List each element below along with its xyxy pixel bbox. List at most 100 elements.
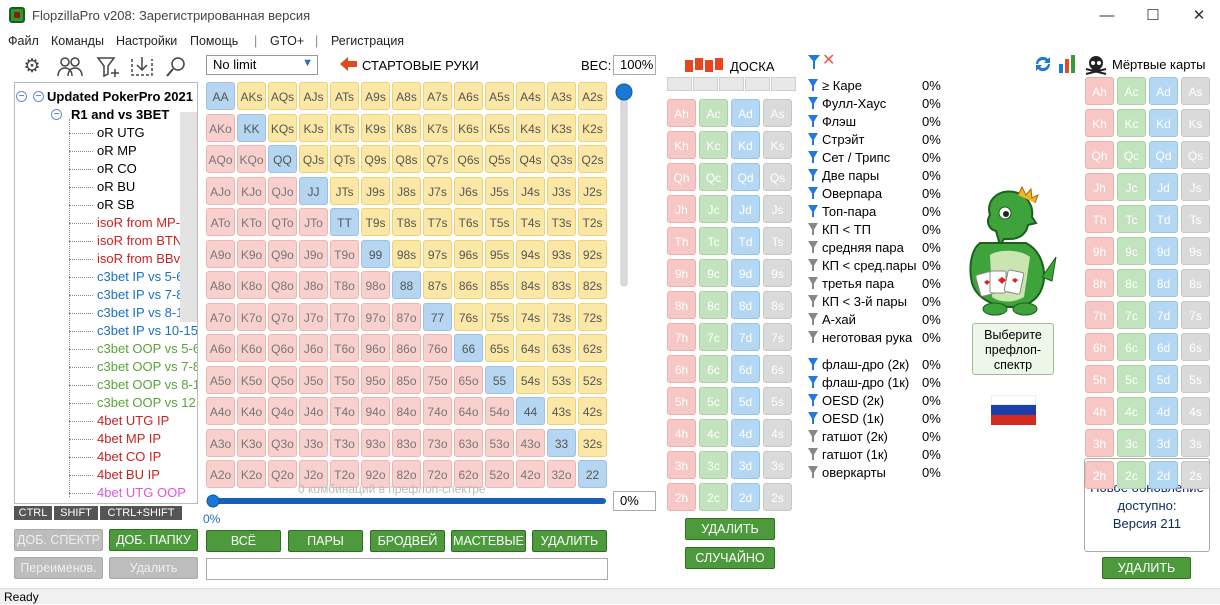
board-card[interactable]: 6d (731, 355, 760, 383)
hand-cell[interactable]: J7s (423, 176, 452, 205)
board-card[interactable]: 2c (699, 483, 728, 511)
hand-cell[interactable]: 72o (423, 460, 452, 488)
menu-commands[interactable]: Команды (51, 34, 104, 48)
hand-cell[interactable]: A4o (206, 397, 235, 425)
hand-cell[interactable]: 33 (547, 428, 576, 457)
hand-cell[interactable]: 74o (423, 397, 452, 425)
hand-cell[interactable]: 52o (485, 460, 514, 488)
tree-branch[interactable]: R1 and vs 3BET (71, 107, 170, 122)
range-text-input[interactable] (206, 558, 608, 580)
board-card[interactable]: Kd (731, 131, 760, 159)
board-card[interactable]: Jd (731, 195, 760, 223)
hand-cell[interactable]: 53o (485, 428, 514, 457)
hand-cell[interactable]: 42o (516, 460, 545, 488)
filter-icon[interactable] (808, 55, 820, 69)
board-card[interactable]: 9d (731, 259, 760, 287)
hand-cell[interactable]: T2s (578, 208, 607, 236)
hand-cell[interactable]: K8s (392, 113, 421, 142)
hand-cell[interactable]: J5s (485, 176, 514, 205)
close-button[interactable]: ✕ (1192, 7, 1206, 24)
hand-category-row[interactable]: флаш-дро (2к) (808, 356, 909, 374)
hand-cell[interactable]: A2s (578, 82, 607, 110)
dead-card[interactable]: 7d (1149, 301, 1178, 329)
board-card[interactable]: 9c (699, 259, 728, 287)
hand-cell[interactable]: 96s (454, 239, 483, 268)
hand-cell[interactable]: 83s (547, 271, 576, 299)
hand-cell[interactable]: T4s (516, 208, 545, 236)
dead-card[interactable]: As (1181, 77, 1210, 105)
hand-cell[interactable]: 93s (547, 239, 576, 268)
dead-card[interactable]: Js (1181, 173, 1210, 201)
hand-cell[interactable]: 82o (392, 460, 421, 488)
hand-cell[interactable]: 65o (454, 365, 483, 394)
hand-cell[interactable]: A5o (206, 365, 235, 394)
tree-item[interactable]: oR CO (97, 161, 137, 176)
dead-card[interactable]: 2h (1085, 461, 1114, 489)
board-card[interactable]: 2s (763, 483, 792, 511)
hand-category-row[interactable]: ≥ Каре (808, 77, 862, 95)
hand-category-row[interactable]: неготовая рука (808, 329, 912, 347)
hand-category-row[interactable]: гатшот (1к) (808, 446, 888, 464)
hand-cell[interactable]: A4s (516, 82, 545, 110)
dead-card[interactable]: 3c (1117, 429, 1146, 457)
hand-cell[interactable]: 94o (361, 397, 390, 425)
tree-item[interactable]: 4bet MP IP (97, 431, 162, 446)
board-card[interactable]: Th (667, 227, 696, 255)
board-card[interactable]: Qh (667, 163, 696, 191)
hand-cell[interactable]: 97s (423, 239, 452, 268)
hand-cell[interactable]: A3s (547, 82, 576, 110)
dead-card[interactable]: Td (1149, 205, 1178, 233)
hand-cell[interactable]: Q7s (423, 145, 452, 173)
users-icon[interactable] (56, 55, 83, 79)
dead-card[interactable]: 2c (1117, 461, 1146, 489)
filter-icon[interactable] (808, 187, 818, 199)
hand-cell[interactable]: 84s (516, 271, 545, 299)
hand-cell[interactable]: Q8o (268, 271, 297, 299)
dead-card[interactable]: Jc (1117, 173, 1146, 201)
hand-cell[interactable]: J8o (299, 271, 328, 299)
hand-cell[interactable]: A6s (454, 82, 483, 110)
hand-cell[interactable]: 32s (578, 428, 607, 457)
tree-item[interactable]: c3bet OOP vs 7-8 (97, 359, 198, 374)
hand-cell[interactable]: 54o (485, 397, 514, 425)
hand-matrix[interactable]: AA AKs AQs AJs ATs A9s A8s A7s A6s A5s A4s A3s A2s AK… (206, 82, 608, 488)
collapse-icon[interactable]: − (33, 91, 44, 102)
board-card[interactable]: Td (731, 227, 760, 255)
select-preflop-range-button[interactable]: Выберите префлоп-спектр (972, 323, 1054, 375)
hand-cell[interactable]: Q4o (268, 397, 297, 425)
filter-icon[interactable] (808, 223, 818, 235)
hand-cell[interactable]: Q9s (361, 145, 390, 173)
filter-icon[interactable] (808, 205, 818, 217)
hand-cell[interactable]: J8s (392, 176, 421, 205)
hand-cell[interactable]: 73o (423, 428, 452, 457)
filter-add-icon[interactable] (96, 55, 120, 79)
hand-cell[interactable]: J4s (516, 176, 545, 205)
board-card[interactable]: 6s (763, 355, 792, 383)
dead-card[interactable]: 8s (1181, 269, 1210, 297)
board-card[interactable]: 4c (699, 419, 728, 447)
tree-item[interactable]: c3bet OOP vs 12 (97, 395, 196, 410)
hand-cell[interactable]: T8s (392, 208, 421, 236)
broadway-button[interactable]: БРОДВЕЙ (370, 530, 445, 552)
dead-card[interactable]: Qd (1149, 141, 1178, 169)
board-card[interactable]: 5d (731, 387, 760, 415)
hand-cell[interactable]: J6o (299, 334, 328, 362)
hand-cell[interactable]: K6s (454, 113, 483, 142)
dead-card[interactable]: 5d (1149, 365, 1178, 393)
hand-cell[interactable]: 54s (516, 365, 545, 394)
hand-cell[interactable]: KJo (237, 176, 266, 205)
board-card[interactable]: Jh (667, 195, 696, 223)
hand-cell[interactable]: KTs (330, 113, 359, 142)
board-card[interactable]: Ts (763, 227, 792, 255)
hand-cell[interactable]: Q2s (578, 145, 607, 173)
hand-cell[interactable]: 87o (392, 302, 421, 331)
dead-card[interactable]: 4h (1085, 397, 1114, 425)
hand-cell[interactable]: 84o (392, 397, 421, 425)
dead-delete-button[interactable]: УДАЛИТЬ (1102, 557, 1191, 579)
dead-card[interactable]: 2s (1181, 461, 1210, 489)
filter-icon[interactable] (808, 277, 818, 289)
board-card[interactable]: 7c (699, 323, 728, 351)
filter-icon[interactable] (808, 313, 818, 325)
suited-button[interactable]: МАСТЕВЫЕ (451, 530, 526, 552)
filter-icon[interactable] (808, 466, 818, 478)
